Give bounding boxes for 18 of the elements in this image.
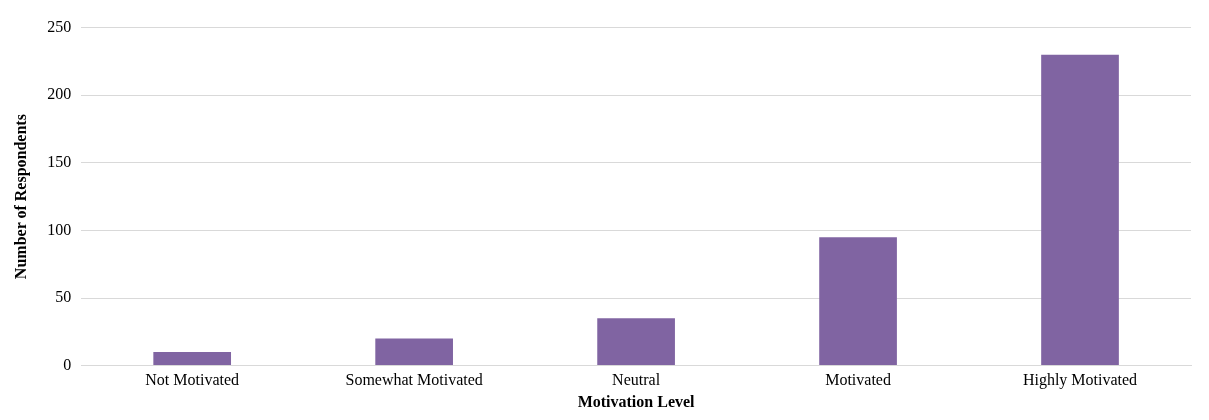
bar xyxy=(153,352,232,366)
x-tick-label: Motivated xyxy=(825,371,891,389)
bar xyxy=(1041,54,1119,366)
y-axis-title: Number of Respondents xyxy=(11,114,30,280)
y-tick-label: 0 xyxy=(63,355,72,373)
bar xyxy=(597,318,675,366)
bar xyxy=(819,237,897,366)
y-tick-label: 200 xyxy=(47,85,72,103)
x-tick-label: Somewhat Motivated xyxy=(345,371,483,389)
y-tick-label: 50 xyxy=(55,288,72,306)
y-tick-label: 100 xyxy=(47,220,72,238)
y-tick-label: 250 xyxy=(47,17,72,35)
x-axis-title: Motivation Level xyxy=(577,392,696,410)
x-tick-label: Not Motivated xyxy=(145,371,240,389)
x-tick-label: Neutral xyxy=(612,371,661,389)
y-tick-label: 150 xyxy=(47,153,72,170)
bar xyxy=(375,338,453,366)
x-tick-label: Highly Motivated xyxy=(1022,371,1138,390)
